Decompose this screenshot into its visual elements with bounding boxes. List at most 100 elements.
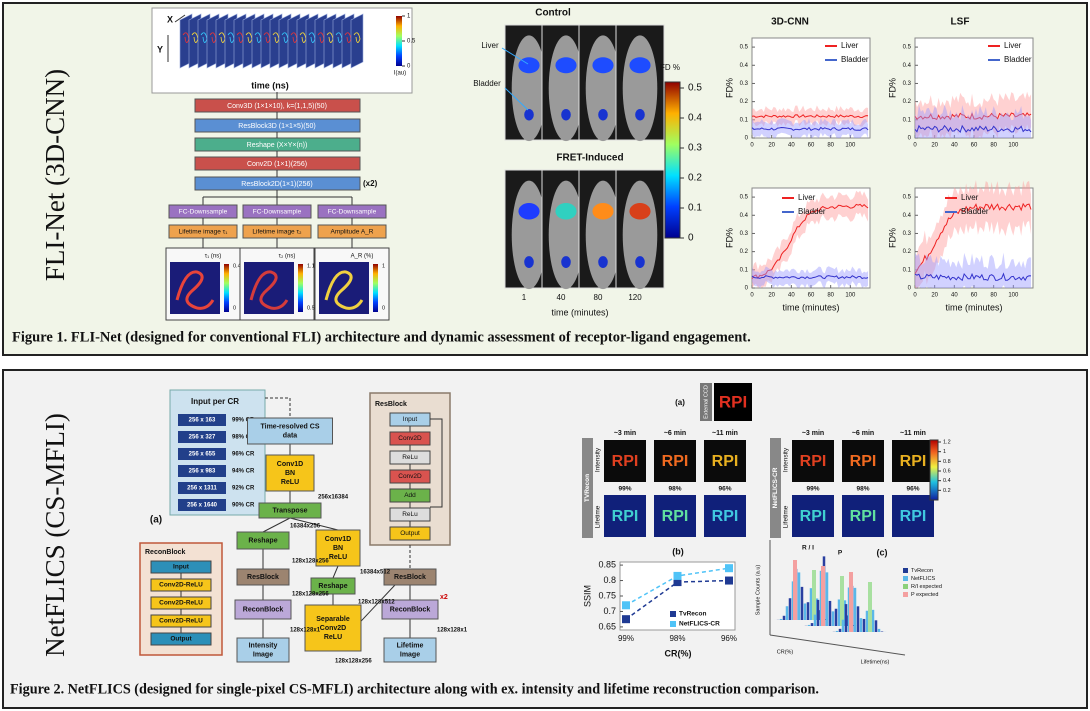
network-node	[383, 637, 437, 663]
data-point	[673, 578, 682, 587]
label: 0.8	[943, 459, 951, 465]
label: 100	[1008, 143, 1019, 149]
mean-line	[751, 203, 869, 280]
label: ResBlock	[394, 574, 426, 581]
label: 80	[827, 143, 834, 149]
label: (x2)	[363, 179, 378, 188]
colorbar	[373, 264, 378, 312]
label: ReconBlock	[390, 606, 431, 613]
label: 0.4	[903, 213, 912, 219]
label: FRET-Induced	[556, 153, 623, 164]
label: BN	[285, 470, 295, 477]
confidence-band	[915, 252, 1032, 288]
mean-line	[914, 272, 1032, 282]
label: 1.2	[943, 439, 951, 445]
network-node	[383, 568, 437, 586]
label: time (minutes)	[782, 302, 839, 312]
label: 256 x 655	[189, 452, 216, 458]
label: 0.2	[688, 173, 702, 184]
bladder-signal	[561, 256, 571, 268]
label: FC-Downsample	[179, 209, 228, 216]
lifetime-image	[654, 495, 696, 537]
label: 0.5	[688, 83, 702, 94]
mouse-body	[548, 35, 584, 142]
label: 1	[522, 293, 527, 302]
label: 0.1	[740, 117, 749, 123]
liver-signal	[592, 203, 614, 220]
label: Input	[403, 416, 418, 423]
label: R / I	[802, 545, 814, 552]
network-node	[236, 568, 290, 586]
label: ReLu	[402, 454, 418, 461]
label: data	[283, 432, 298, 439]
label: 0.4	[903, 63, 912, 69]
label: Reshape (X×Y×(n))	[247, 142, 308, 149]
label: Lifetime image τ₂	[252, 229, 302, 236]
label: Time-resolved CS	[260, 423, 319, 430]
expected-marker	[840, 576, 844, 626]
label: 96%	[718, 486, 731, 493]
label: 99% CR	[232, 418, 255, 424]
label: 92% CR	[232, 486, 255, 492]
data-point	[673, 571, 682, 580]
label: 256 x 983	[189, 469, 216, 475]
data-point	[725, 564, 733, 573]
mouse-body	[511, 35, 547, 142]
mean-line	[914, 202, 1032, 275]
map-signal	[249, 270, 289, 310]
label: RPI	[712, 508, 739, 525]
connector	[332, 565, 339, 579]
label: 100	[1008, 293, 1019, 299]
label: Transpose	[272, 507, 307, 514]
label: Lifetime	[783, 505, 790, 528]
liver-signal	[629, 203, 651, 220]
label: 0.4	[740, 63, 749, 69]
expected-marker	[849, 572, 853, 632]
intensity-image	[792, 440, 834, 482]
label: 3D-CNN	[771, 17, 809, 28]
label: 98% CR	[232, 435, 255, 441]
label: Conv3D (1×1×10), k=(1,1,5)(50)	[227, 103, 327, 110]
label: 256 x 163	[189, 418, 216, 424]
label: ~11 min	[900, 430, 926, 437]
label: I(au)	[394, 71, 406, 77]
label: 80	[990, 143, 997, 149]
label: P	[838, 550, 843, 557]
label: NetFLICS	[911, 576, 935, 582]
label: External CCD	[703, 385, 709, 419]
label-bar	[700, 383, 712, 421]
label: Liver	[798, 193, 816, 202]
data-point	[725, 576, 733, 585]
expected-marker	[812, 570, 816, 620]
connector	[504, 87, 529, 111]
label: RPI	[900, 508, 927, 525]
caption: Figure 1. FLI-Net (designed for conventi…	[12, 329, 751, 345]
label: 0.85	[598, 559, 616, 569]
label: ResBlock2D(1×1)(256)	[241, 181, 312, 188]
mouse-body	[548, 180, 584, 290]
label: RPI	[850, 508, 877, 525]
plot-area	[914, 37, 1034, 139]
label: 16384x256	[290, 524, 321, 530]
label: 128x128x256	[335, 659, 372, 665]
label: 0.5	[740, 45, 749, 51]
mean-line	[751, 126, 869, 131]
confidence-band	[752, 118, 869, 138]
label: Y	[157, 44, 163, 54]
network-node	[315, 529, 361, 567]
label: 0.3	[903, 81, 912, 87]
lifetime-image	[892, 495, 934, 537]
mouse-body	[585, 180, 621, 290]
label: FD%	[724, 228, 734, 248]
mouse-body	[622, 35, 658, 142]
label: 0.2	[943, 488, 951, 494]
label: 0.5	[407, 39, 416, 45]
label: Lifetime	[397, 642, 424, 649]
network-node	[265, 454, 315, 492]
label: 128x128x512	[358, 600, 395, 606]
connector	[289, 517, 339, 531]
network-node	[247, 417, 333, 445]
label: 256x16384	[318, 495, 349, 501]
label: 0.8	[603, 575, 616, 585]
